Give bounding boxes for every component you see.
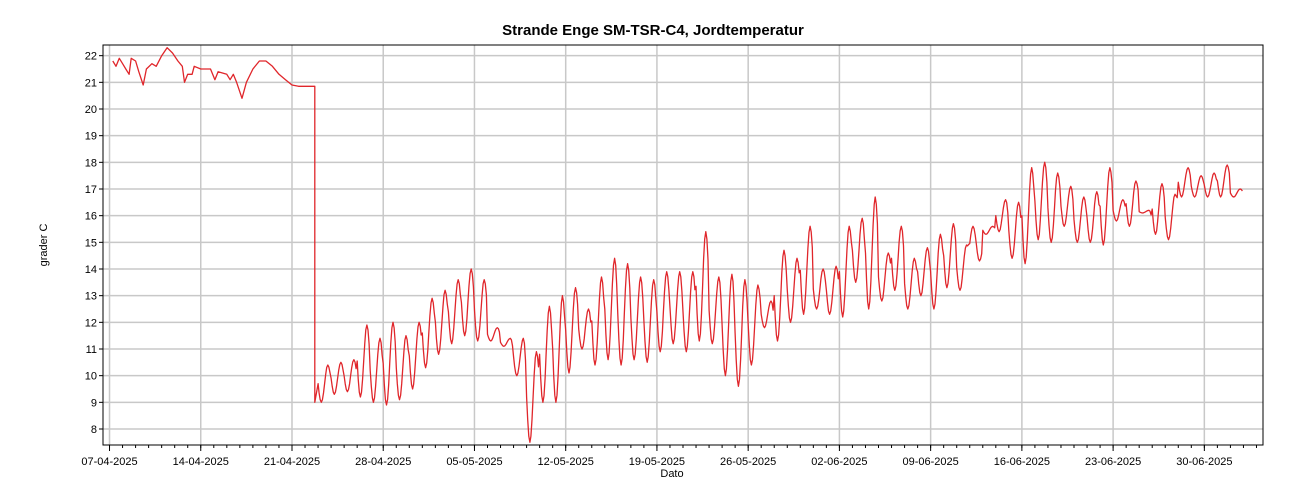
x-tick-label: 28-04-2025 (355, 456, 411, 468)
plot-area (103, 45, 1263, 445)
y-tick-label: 22 (85, 51, 97, 63)
x-tick-label: 12-05-2025 (538, 456, 594, 468)
series-layer (112, 47, 1243, 443)
x-tick-label: 21-04-2025 (264, 456, 320, 468)
x-tick-label: 19-05-2025 (629, 456, 685, 468)
x-tick-label: 09-06-2025 (902, 456, 958, 468)
y-tick-label: 20 (85, 104, 97, 116)
y-tick-label: 10 (85, 371, 97, 383)
y-tick-label: 8 (91, 424, 97, 436)
y-tick-label: 18 (85, 157, 97, 169)
y-tick-label: 15 (85, 237, 97, 249)
y-tick-label: 11 (86, 344, 97, 356)
x-tick-label: 16-06-2025 (994, 456, 1050, 468)
y-tick-label: 16 (85, 211, 97, 223)
y-tick-label: 21 (85, 77, 97, 89)
x-tick-label: 02-06-2025 (811, 456, 867, 468)
y-tick-label: 17 (85, 184, 97, 196)
grid-lines (103, 45, 1263, 445)
x-tick-label: 23-06-2025 (1085, 456, 1141, 468)
x-axis: 07-04-2025 14-04-2025 21-04-2025 28-04-2025… (81, 445, 1257, 468)
series-line (112, 47, 1243, 443)
x-tick-label: 26-05-2025 (720, 456, 776, 468)
y-tick-label: 19 (85, 131, 97, 143)
x-tick-label: 07-04-2025 (81, 456, 137, 468)
x-tick-label: 14-04-2025 (173, 456, 229, 468)
x-axis-label: Dato (660, 468, 683, 480)
y-tick-label: 14 (85, 264, 97, 276)
y-tick-label: 12 (85, 317, 97, 329)
y-axis: 8 9 10 11 12 13 14 15 16 17 18 19 20 21 22 (85, 51, 103, 436)
chart-title: Strande Enge SM-TSR-C4, Jordtemperatur (502, 22, 804, 39)
y-tick-label: 9 (91, 397, 97, 409)
x-tick-label: 30-06-2025 (1176, 456, 1232, 468)
y-axis-label: grader C (38, 224, 50, 267)
y-tick-label: 13 (85, 291, 97, 303)
x-tick-label: 05-05-2025 (446, 456, 502, 468)
